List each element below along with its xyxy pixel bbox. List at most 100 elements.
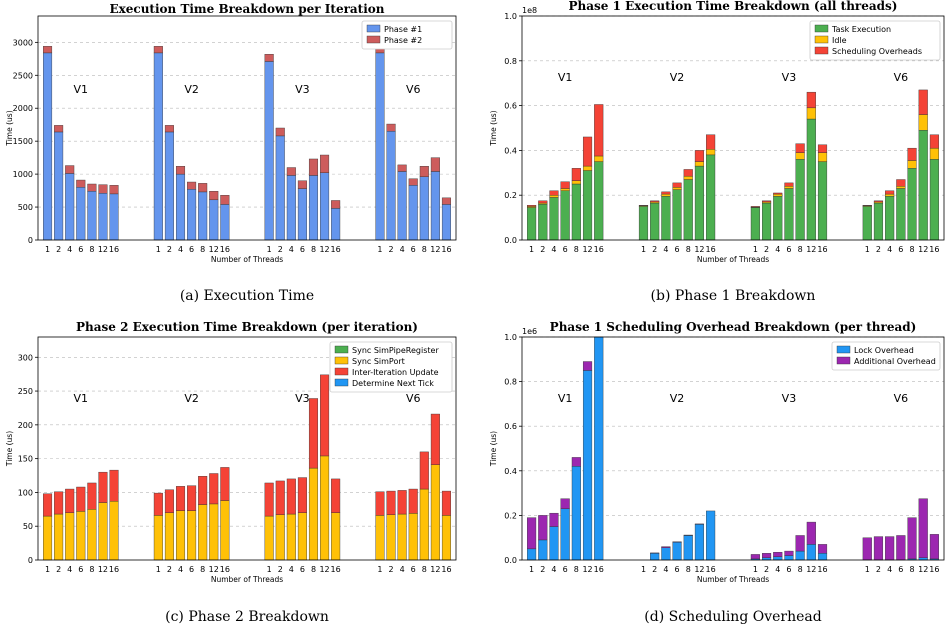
bar-v6-16-series-2 [441,515,451,561]
x-tick-label: 2 [540,245,545,254]
x-tick-label: 1 [45,245,50,254]
x-tick-label: 12 [319,245,329,254]
y-tick-label: 0.6 [504,102,517,111]
bar-v1-2-series-3 [538,200,548,204]
x-tick-label: 4 [551,245,556,254]
bar-v3-8-series-2 [308,467,319,561]
x-tick-label: 6 [411,245,416,254]
bar-v6-16-series-2 [929,147,939,160]
x-tick-label: 12 [98,245,108,254]
bar-v3-6-series-2 [297,180,307,189]
plot-frame [37,15,457,241]
bar-v2-8-series-1 [198,191,208,241]
bar-v2-8-series-2 [683,175,693,180]
bar-v2-1-series-2 [153,515,163,561]
group-label-v1: V1 [74,83,89,96]
bar-v2-4-series-2 [661,546,671,548]
bar-v3-1-series-1 [264,61,274,241]
bar-v6-1-series-1 [375,52,385,241]
bar-v3-16-series-3 [331,478,341,513]
x-tick-label: 6 [898,245,903,254]
x-tick-label: 4 [775,565,780,574]
x-tick-label: 2 [389,245,394,254]
bar-v6-16-series-1 [441,204,451,241]
bar-v6-4-series-2 [397,164,407,172]
legend-label: Inter-Iteration Update [352,368,439,377]
bar-v6-1-series-3 [375,491,385,516]
x-tick-label: 1 [377,565,382,574]
bar-v3-8-series-2 [795,535,805,552]
bar-v2-2-series-3 [164,489,174,513]
x-tick-label: 8 [422,245,427,254]
x-tick-label: 1 [45,565,50,574]
bar-v2-8-series-3 [683,169,693,177]
bar-v6-16-series-3 [929,134,939,149]
bar-v3-6-series-1 [784,188,794,241]
x-tick-label: 4 [289,565,294,574]
bar-v3-2-series-3 [762,200,772,203]
chart-title: Phase 1 Execution Time Breakdown (all th… [569,0,898,13]
x-tick-label: 2 [652,565,657,574]
figure-caption: (d) Scheduling Overhead [644,609,821,625]
bar-v3-12-series-3 [320,374,330,457]
legend-box [831,341,941,371]
bar-v3-8-series-3 [795,143,805,153]
bar-v1-4-series-2 [549,194,559,198]
legend: Phase #1 Phase #2 [361,20,453,50]
x-tick-label: 12 [582,565,592,574]
legend-label: Phase #2 [384,36,422,45]
x-tick-label: 16 [441,245,451,254]
x-tick-label: 16 [706,565,716,574]
x-tick-label: 1 [529,245,534,254]
x-tick-label: 12 [694,245,704,254]
bar-v2-1-series-3 [153,492,163,516]
x-tick-label: 16 [929,565,939,574]
bar-v2-4-series-1 [661,547,671,561]
group-label-v3: V3 [295,83,310,96]
x-tick-label: 1 [529,565,534,574]
bar-v3-12-series-2 [806,521,816,545]
bar-v3-1-series-3 [750,206,760,208]
bar-v1-4-series-1 [549,526,559,561]
legend-swatch [366,35,381,44]
y-tick-label: 0.4 [504,146,517,155]
bar-v6-8-series-2 [907,160,917,169]
x-tick-label: 6 [189,245,194,254]
y-tick-label: 250 [18,387,33,396]
x-tick-label: 4 [887,245,892,254]
bar-v6-2-series-1 [386,131,396,241]
y-axis-label: Time (us) [5,431,14,467]
bar-v6-8-series-3 [907,147,917,161]
bar-v6-2-series-2 [386,514,396,561]
x-tick-label: 16 [817,565,827,574]
bar-v2-4-series-2 [175,510,186,561]
bar-v3-12-series-3 [806,91,816,109]
bar-v6-6-series-2 [408,178,418,186]
plot-frame [37,336,457,561]
x-tick-label: 1 [641,245,646,254]
bar-v3-2-series-1 [762,202,772,241]
bar-v6-4-series-2 [397,513,407,561]
group-label-v2: V2 [670,71,685,84]
bar-v1-6-series-2 [560,188,570,191]
bar-v1-4-series-3 [65,488,75,513]
bar-v3-2-series-1 [275,135,285,241]
bar-v6-6-series-3 [408,488,418,514]
bar-v2-2-series-1 [650,202,660,241]
figure-caption: (b) Phase 1 Breakdown [651,288,816,304]
group-label-v1: V1 [74,392,89,405]
x-tick-label: 8 [909,245,914,254]
bar-v3-12-series-1 [806,118,816,241]
bar-v2-6-series-2 [187,510,197,561]
legend-label: Sync SimPort [352,357,405,366]
bar-v3-8-series-1 [795,550,805,561]
bar-v2-6-series-3 [672,182,682,188]
bar-v1-1-series-2 [43,46,53,54]
bar-v3-16-series-2 [331,200,341,209]
plot-frame [521,336,945,561]
bar-v3-6-series-2 [784,550,794,556]
x-tick-label: 4 [289,245,294,254]
legend-label: Sync SimPipeRegister [352,346,439,355]
x-tick-label: 6 [675,245,680,254]
